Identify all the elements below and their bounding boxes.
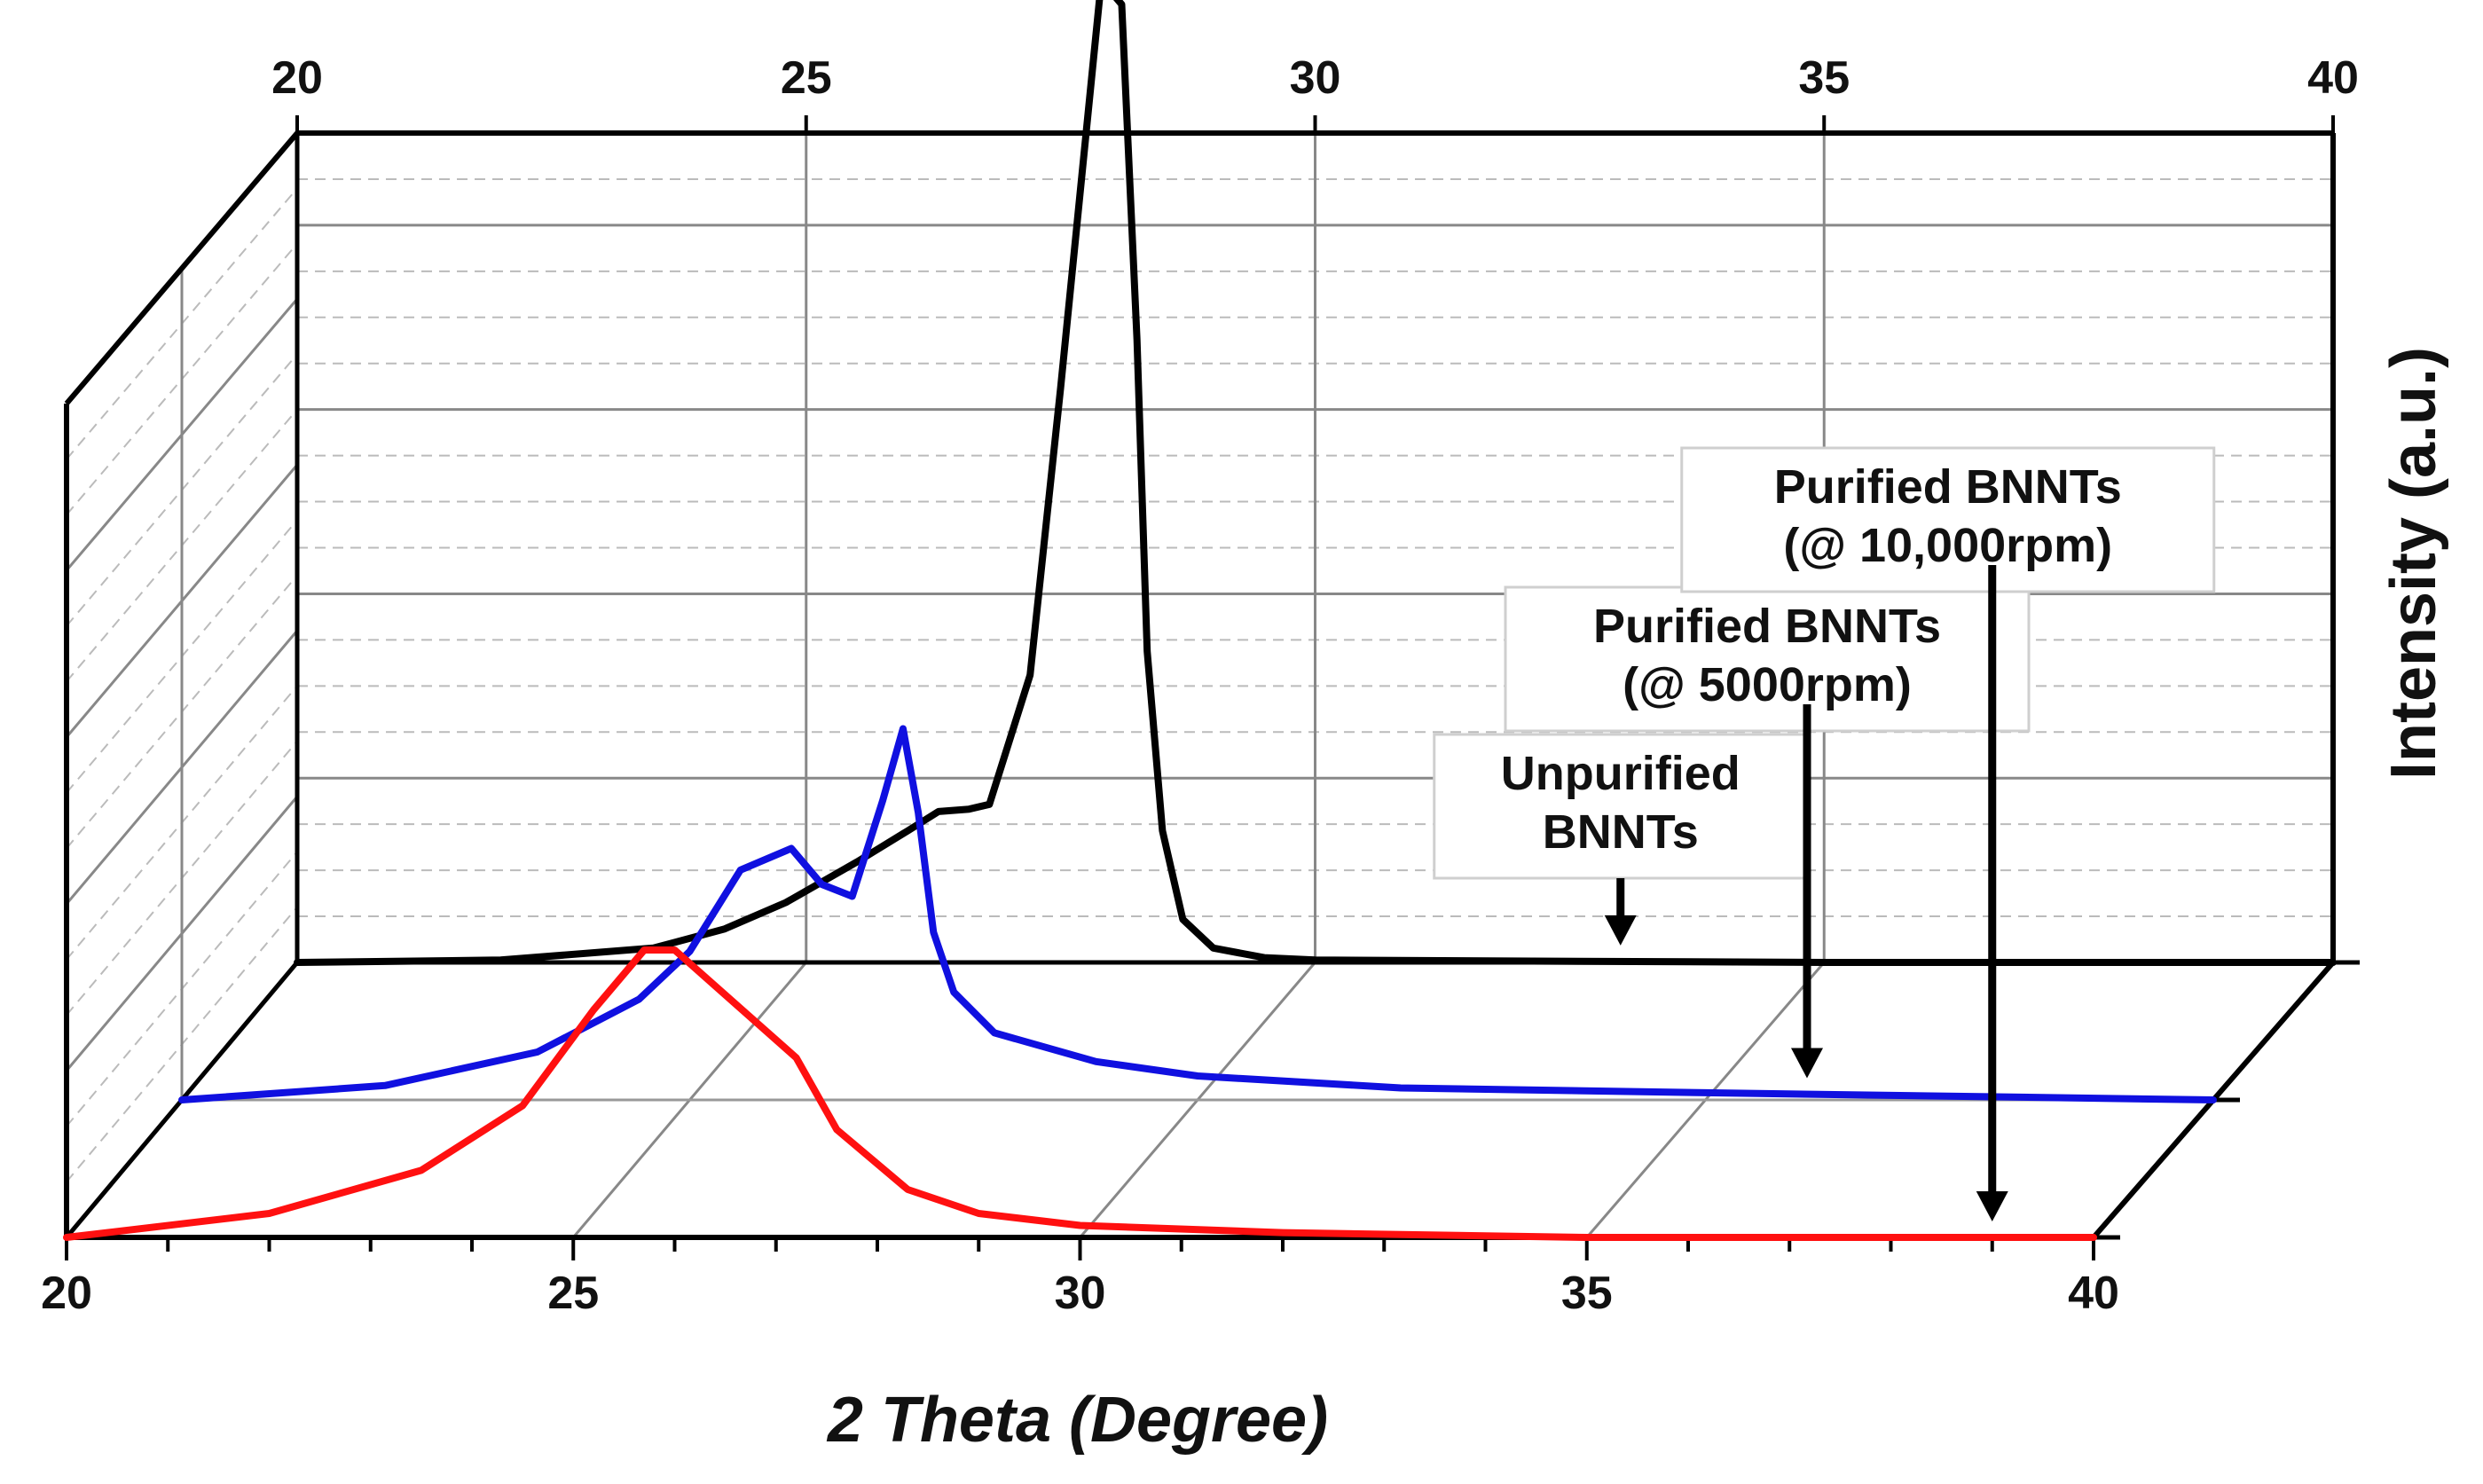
x-tick-label-bottom: 35 [1561,1268,1613,1319]
annotation-arrowhead [1791,1048,1823,1079]
y-axis-title: Intensity (a.u.) [2378,347,2449,780]
annotation-text: BNNTs [1543,805,1699,859]
series-purified-bnnts-10-000rpm [63,946,2097,1241]
series-layer [63,0,2337,1241]
annotation-2: Purified BNNTs(@ 5000rpm) [1504,585,2031,1079]
annotation-text: (@ 5000rpm) [1623,658,1912,711]
x-tick-label-top: 20 [271,52,323,104]
series-line [178,725,2217,1103]
x-tick-label-top: 30 [1290,52,1341,104]
annotation-text: (@ 10,000rpm) [1783,519,2112,572]
annotation-text: Purified BNNTs [1593,600,1941,653]
annotation-text: Purified BNNTs [1774,460,2122,514]
x-tick-label-bottom: 25 [547,1268,599,1319]
label-layer: 20 20 25 25 30 30 35 35 40 40 2 Theta (Degree) Inte… [41,52,2449,1456]
x-axis-title: 2 Theta (Degree) [826,1385,1328,1456]
top-side-edge [64,131,300,405]
annotation-box [1504,585,2031,733]
annotation-text: Unpurified [1501,747,1740,800]
annotation-arrowhead [1976,1191,2008,1221]
annotation-arrowhead [1604,915,1637,946]
annotation-3: Purified BNNTs(@ 10,000rpm) [1680,446,2216,1221]
series-purified-bnnts-5000rpm [178,725,2217,1103]
x-tick-label-top: 40 [2307,52,2359,104]
annotation-box [1680,446,2216,593]
x-tick-label-top: 35 [1798,52,1850,104]
x-tick-label-bottom: 20 [41,1268,92,1319]
x-tick-label-bottom: 30 [1055,1268,1106,1319]
x-tick-label-bottom: 40 [2068,1268,2119,1319]
series-unpurified-bnnts [294,0,2337,966]
x-tick-label-top: 25 [781,52,832,104]
